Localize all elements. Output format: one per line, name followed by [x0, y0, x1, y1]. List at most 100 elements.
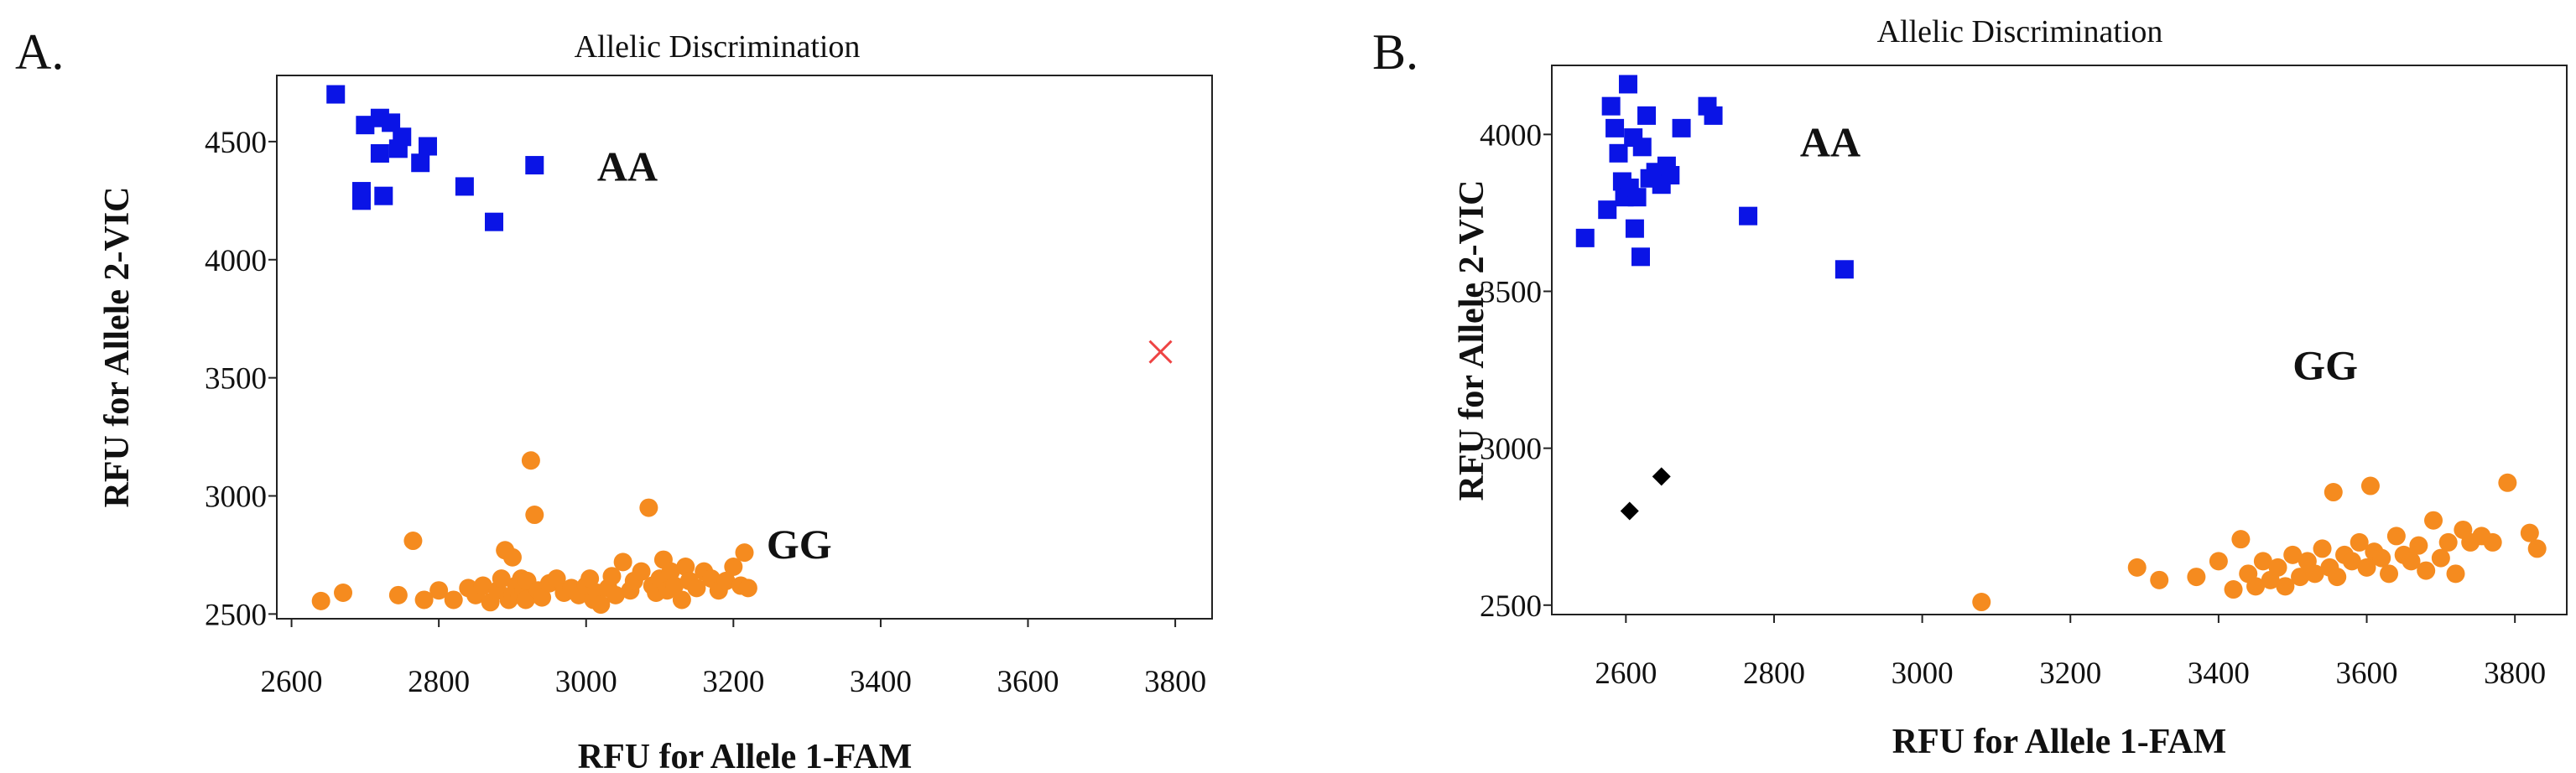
- panel-b-title: Allelic Discrimination: [1877, 14, 2163, 49]
- aa-data-point: [1672, 118, 1691, 137]
- panel-a-cluster-labels: AA GG: [597, 143, 832, 568]
- x-tick-label: 3400: [850, 665, 912, 699]
- x-tick-label: 3000: [555, 665, 617, 699]
- no-call-data-point: [1620, 501, 1639, 521]
- gg-data-point: [2402, 552, 2421, 571]
- panel-a-y-axis-label: RFU for Allele 2-VIC: [98, 187, 137, 508]
- gg-data-point: [2417, 561, 2436, 580]
- gg-data-point: [429, 581, 449, 600]
- gg-data-point: [473, 576, 492, 595]
- panel-a-y-ticks: 2500 3000 3500 4000 4500: [205, 126, 277, 632]
- undetermined-data-point: [1148, 340, 1173, 364]
- aa-data-point: [351, 191, 371, 210]
- gg-data-point: [2276, 577, 2295, 596]
- x-tick-label: 3600: [2336, 656, 2398, 691]
- cluster-label-aa: AA: [597, 143, 658, 189]
- gg-data-point: [738, 578, 757, 598]
- x-tick-label: 3800: [1144, 665, 1206, 699]
- panel-b-y-ticks: 2500 3000 3500 4000: [1480, 118, 1552, 624]
- aa-data-point: [1575, 228, 1595, 247]
- gg-data-point: [547, 569, 566, 589]
- gg-data-point: [2291, 568, 2310, 587]
- aa-data-point: [1618, 75, 1637, 94]
- aa-data-point: [326, 85, 346, 104]
- y-tick-label: 4000: [1480, 118, 1542, 153]
- panel-b-plot-area: [1551, 65, 2568, 615]
- cluster-label-gg: GG: [767, 521, 832, 568]
- gg-data-point: [2520, 523, 2539, 542]
- aa-data-point: [1632, 137, 1652, 157]
- gg-data-point: [2527, 539, 2547, 558]
- gg-data-point: [591, 595, 611, 615]
- gg-data-point: [533, 588, 552, 607]
- aa-data-point: [388, 139, 408, 158]
- gg-data-point: [2438, 532, 2458, 552]
- gg-data-point: [516, 590, 535, 610]
- gg-data-point: [613, 553, 632, 572]
- gg-data-point: [2283, 545, 2303, 564]
- gg-data-point: [2386, 527, 2406, 546]
- aa-data-point: [356, 116, 375, 135]
- y-tick-label: 2500: [205, 598, 267, 632]
- aa-data-point: [1598, 200, 1617, 220]
- gg-data-point: [521, 451, 540, 470]
- gg-data-point: [2324, 483, 2343, 502]
- gg-data-point: [602, 567, 622, 586]
- gg-data-point: [311, 591, 330, 610]
- panel-a-plot-area: [276, 75, 1213, 620]
- gg-data-point: [2357, 558, 2376, 577]
- gg-data-point: [632, 562, 651, 581]
- gg-data-point: [2431, 548, 2450, 568]
- gg-data-point: [665, 576, 684, 595]
- gg-data-point: [724, 558, 743, 577]
- y-tick-label: 3000: [205, 480, 267, 514]
- gg-data-point: [2305, 564, 2324, 584]
- gg-data-point: [687, 578, 706, 598]
- panel-b-cluster-labels: AA GG: [1800, 119, 2358, 389]
- panel-b-letter: B.: [1372, 24, 1418, 80]
- panel-a-data-points: [311, 85, 1173, 615]
- aa-data-point: [382, 113, 401, 132]
- gg-data-point: [2150, 570, 2169, 589]
- gg-data-point: [444, 590, 463, 610]
- gg-data-point: [2424, 511, 2443, 530]
- gg-data-point: [2380, 564, 2399, 584]
- x-tick-label: 3200: [2039, 656, 2101, 691]
- gg-data-point: [2246, 577, 2266, 596]
- panel-a: A. Allelic Discrimination RFU for Allele…: [15, 24, 1213, 773]
- panel-b-x-axis-label: RFU for Allele 1-FAM: [1892, 723, 2227, 761]
- aa-data-point: [1605, 118, 1625, 137]
- x-tick-label: 2800: [408, 665, 470, 699]
- panel-b-x-ticks: 2600 2800 3000 3200 3400 3600 3800: [1595, 615, 2546, 691]
- panel-a-x-ticks: 2600 2800 3000 3200 3400 3600 3800: [261, 619, 1206, 699]
- y-tick-label: 3500: [205, 362, 267, 397]
- aa-data-point: [374, 186, 393, 205]
- y-tick-label: 3500: [1480, 275, 1542, 309]
- panel-a-letter: A.: [15, 24, 64, 80]
- x-tick-label: 3800: [2484, 656, 2546, 691]
- x-tick-label: 3600: [997, 665, 1059, 699]
- gg-data-point: [2209, 552, 2228, 571]
- gg-data-point: [580, 569, 600, 589]
- gg-data-point: [388, 585, 408, 604]
- panel-a-x-axis-label: RFU for Allele 1-FAM: [578, 738, 913, 773]
- aa-data-point: [1627, 188, 1647, 207]
- gg-data-point: [492, 569, 511, 589]
- panel-b-data-points: [1575, 75, 2547, 612]
- gg-data-point: [716, 571, 736, 590]
- gg-data-point: [2446, 564, 2465, 584]
- gg-data-point: [1972, 593, 1991, 612]
- gg-data-point: [2498, 473, 2517, 492]
- aa-data-point: [1631, 247, 1650, 267]
- gg-data-point: [2313, 539, 2332, 558]
- aa-data-point: [411, 153, 430, 173]
- gg-data-point: [2224, 580, 2243, 599]
- gg-data-point: [2350, 532, 2369, 552]
- aa-data-point: [1834, 260, 1854, 279]
- no-call-data-point: [1652, 467, 1671, 486]
- gg-data-point: [2328, 568, 2347, 587]
- aa-data-point: [1661, 166, 1680, 184]
- y-tick-label: 2500: [1480, 589, 1542, 624]
- x-tick-label: 2600: [261, 665, 323, 699]
